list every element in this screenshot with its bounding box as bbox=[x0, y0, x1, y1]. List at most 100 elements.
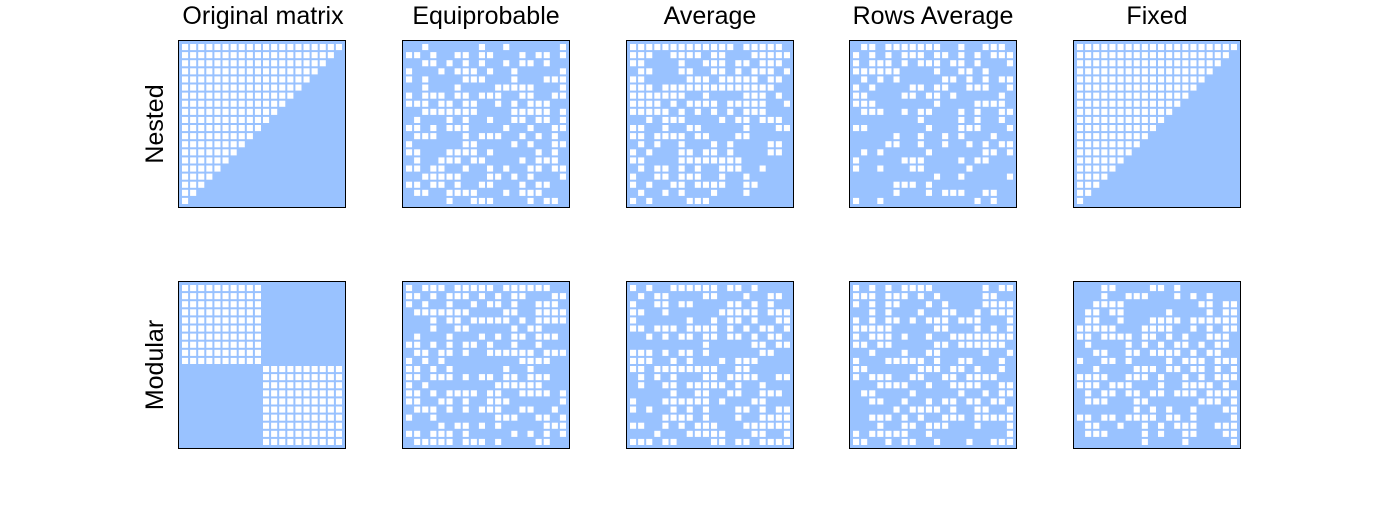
matrix-cell-empty bbox=[414, 100, 421, 107]
matrix-cell-empty bbox=[1174, 60, 1181, 67]
matrix-cell-empty bbox=[1174, 68, 1181, 75]
matrix-cell-empty bbox=[885, 317, 892, 324]
matrix-cell-empty bbox=[711, 100, 718, 107]
matrix-cell-empty bbox=[982, 76, 989, 83]
matrix-cell-empty bbox=[311, 438, 318, 445]
matrix-cell-empty bbox=[238, 125, 245, 132]
matrix-cell-empty bbox=[462, 60, 469, 67]
matrix-cell-empty bbox=[1117, 301, 1124, 308]
matrix-cell-empty bbox=[1085, 76, 1092, 83]
matrix-cell-empty bbox=[1125, 108, 1132, 115]
matrix-cell-empty bbox=[1182, 357, 1189, 364]
matrix-cell-empty bbox=[678, 165, 685, 172]
matrix-cell-empty bbox=[206, 141, 213, 148]
matrix-cell-empty bbox=[462, 422, 469, 429]
matrix-cell-empty bbox=[519, 349, 526, 356]
matrix-cell-empty bbox=[654, 173, 661, 180]
matrix-cell-empty bbox=[1125, 52, 1132, 59]
matrix-cell-empty bbox=[678, 398, 685, 405]
matrix-cell-empty bbox=[1125, 133, 1132, 140]
matrix-cell-empty bbox=[885, 325, 892, 332]
matrix-cell-empty bbox=[535, 325, 542, 332]
matrix-cell-empty bbox=[998, 366, 1005, 373]
matrix-cell-empty bbox=[1158, 116, 1165, 123]
matrix-cell-empty bbox=[535, 133, 542, 140]
matrix-cell-empty bbox=[1149, 92, 1156, 99]
matrix-cell-empty bbox=[1190, 44, 1197, 51]
matrix-cell-empty bbox=[678, 52, 685, 59]
matrix-cell-empty bbox=[998, 285, 1005, 292]
panel-modular-fixed bbox=[1073, 281, 1241, 449]
matrix-cell-empty bbox=[638, 366, 645, 373]
matrix-cell-empty bbox=[535, 116, 542, 123]
matrix-cell-empty bbox=[670, 414, 677, 421]
matrix-cell-empty bbox=[198, 333, 205, 340]
matrix-cell-empty bbox=[751, 422, 758, 429]
matrix-cell-empty bbox=[478, 76, 485, 83]
matrix-cell-empty bbox=[974, 366, 981, 373]
matrix-cell-empty bbox=[495, 301, 502, 308]
matrix-cell-empty bbox=[198, 317, 205, 324]
matrix-cell-empty bbox=[230, 100, 237, 107]
matrix-cell-empty bbox=[1077, 100, 1084, 107]
column-title-average: Average bbox=[663, 2, 757, 30]
matrix-cell-empty bbox=[1109, 141, 1116, 148]
matrix-cell-empty bbox=[198, 108, 205, 115]
matrix-cell-empty bbox=[1166, 44, 1173, 51]
matrix-cell-empty bbox=[462, 92, 469, 99]
matrix-cell-empty bbox=[885, 52, 892, 59]
matrix-cell-empty bbox=[198, 341, 205, 348]
matrix-cell-empty bbox=[511, 68, 518, 75]
matrix-cell-empty bbox=[735, 438, 742, 445]
matrix-cell-empty bbox=[1077, 116, 1084, 123]
matrix-cell-empty bbox=[206, 149, 213, 156]
matrix-cell-empty bbox=[1149, 349, 1156, 356]
matrix-cell-empty bbox=[719, 68, 726, 75]
matrix-cell-empty bbox=[885, 438, 892, 445]
matrix-cell-empty bbox=[478, 422, 485, 429]
matrix-cell-empty bbox=[527, 100, 534, 107]
matrix-cell-empty bbox=[454, 293, 461, 300]
matrix-cell-empty bbox=[230, 325, 237, 332]
matrix-cell-empty bbox=[877, 60, 884, 67]
matrix-cell-empty bbox=[893, 189, 900, 196]
matrix-cell-empty bbox=[638, 293, 645, 300]
matrix-cell-empty bbox=[662, 189, 669, 196]
matrix-cell-empty bbox=[535, 165, 542, 172]
matrix-cell-empty bbox=[901, 108, 908, 115]
matrix-cell-empty bbox=[942, 301, 949, 308]
matrix-cell-empty bbox=[311, 366, 318, 373]
matrix-cell-empty bbox=[446, 108, 453, 115]
matrix-cell-empty bbox=[861, 366, 868, 373]
matrix-cell-empty bbox=[719, 357, 726, 364]
matrix-cell-empty bbox=[182, 197, 189, 204]
matrix-cell-empty bbox=[470, 149, 477, 156]
panel-modular-rows-average bbox=[849, 281, 1017, 449]
matrix-cell-empty bbox=[934, 349, 941, 356]
matrix-cell-empty bbox=[551, 197, 558, 204]
matrix-cell-empty bbox=[925, 382, 932, 389]
matrix-cell-empty bbox=[783, 317, 790, 324]
matrix-cell-empty bbox=[446, 309, 453, 316]
matrix-cell-empty bbox=[238, 52, 245, 59]
matrix-cell-empty bbox=[998, 301, 1005, 308]
matrix-cell-empty bbox=[406, 357, 413, 364]
matrix-cell-empty bbox=[478, 293, 485, 300]
matrix-cell-empty bbox=[406, 125, 413, 132]
matrix-cell-empty bbox=[686, 349, 693, 356]
matrix-cell-empty bbox=[702, 390, 709, 397]
matrix-cell-empty bbox=[783, 325, 790, 332]
matrix-cell-empty bbox=[909, 44, 916, 51]
matrix-cell-empty bbox=[222, 341, 229, 348]
matrix-cell-empty bbox=[735, 157, 742, 164]
matrix-cell-empty bbox=[319, 438, 326, 445]
matrix-cell-empty bbox=[519, 333, 526, 340]
matrix-cell-empty bbox=[519, 60, 526, 67]
matrix-cell-empty bbox=[470, 317, 477, 324]
matrix-cell-empty bbox=[543, 52, 550, 59]
matrix-cell-empty bbox=[917, 157, 924, 164]
matrix-cell-empty bbox=[182, 341, 189, 348]
matrix-cell-empty bbox=[743, 100, 750, 107]
matrix-cell-empty bbox=[190, 317, 197, 324]
matrix-cell-empty bbox=[527, 125, 534, 132]
